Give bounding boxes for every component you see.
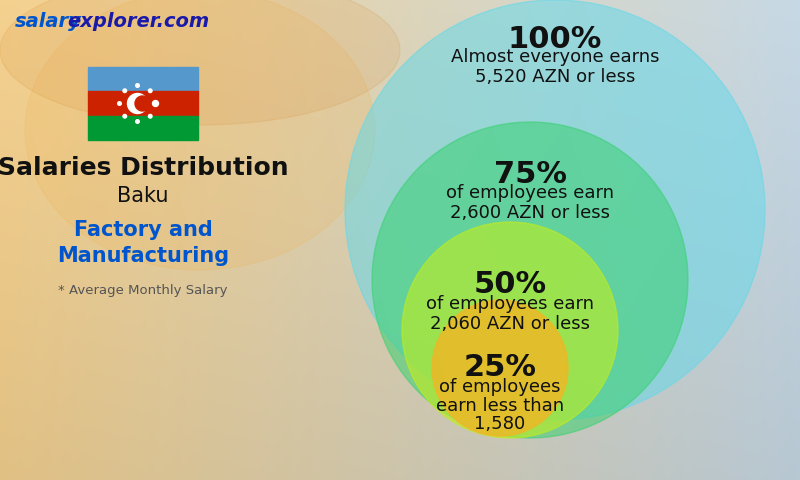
Text: 100%: 100%: [508, 25, 602, 54]
Bar: [88, 67, 198, 91]
Text: 50%: 50%: [474, 270, 546, 299]
Text: 1,580: 1,580: [474, 415, 526, 433]
Ellipse shape: [25, 0, 375, 270]
Text: explorer.com: explorer.com: [67, 12, 210, 31]
Circle shape: [149, 114, 152, 118]
Text: 75%: 75%: [494, 160, 566, 189]
Circle shape: [123, 114, 126, 118]
Text: of employees earn: of employees earn: [426, 295, 594, 313]
Text: earn less than: earn less than: [436, 397, 564, 415]
Circle shape: [149, 89, 152, 93]
Text: 25%: 25%: [463, 353, 537, 382]
Ellipse shape: [0, 0, 400, 125]
Text: 5,520 AZN or less: 5,520 AZN or less: [475, 68, 635, 86]
Circle shape: [345, 0, 765, 420]
Text: 2,060 AZN or less: 2,060 AZN or less: [430, 315, 590, 333]
Text: * Average Monthly Salary: * Average Monthly Salary: [58, 284, 228, 297]
Circle shape: [154, 102, 158, 105]
Circle shape: [432, 300, 568, 436]
Text: salary: salary: [15, 12, 82, 31]
Circle shape: [153, 100, 158, 107]
Circle shape: [372, 122, 688, 438]
Text: of employees earn: of employees earn: [446, 184, 614, 202]
Text: of employees: of employees: [439, 378, 561, 396]
Text: 2,600 AZN or less: 2,600 AZN or less: [450, 204, 610, 222]
Circle shape: [136, 120, 139, 123]
Circle shape: [127, 94, 147, 113]
Text: Salaries Distribution: Salaries Distribution: [0, 156, 288, 180]
Bar: [88, 91, 198, 116]
Text: Baku: Baku: [118, 186, 169, 206]
Text: Almost everyone earns: Almost everyone earns: [450, 48, 659, 66]
Circle shape: [136, 84, 139, 87]
Circle shape: [123, 89, 126, 93]
Text: Factory and
Manufacturing: Factory and Manufacturing: [57, 220, 229, 265]
Circle shape: [402, 222, 618, 438]
Circle shape: [135, 96, 150, 111]
Bar: [88, 116, 198, 140]
Circle shape: [118, 102, 122, 105]
